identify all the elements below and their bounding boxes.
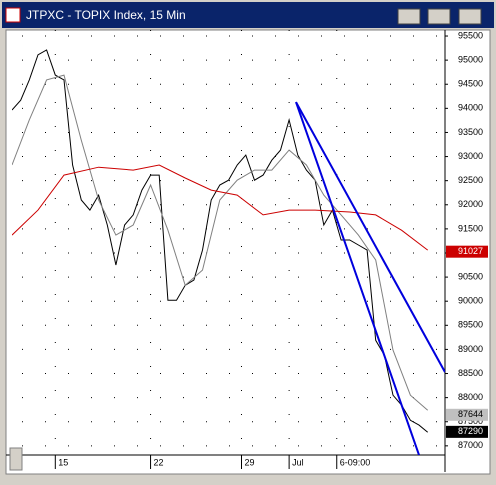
x-tick-label: 22 — [154, 457, 164, 467]
series-line — [295, 101, 420, 455]
x-tick-label: 29 — [244, 457, 254, 467]
y-tick-label: 92500 — [458, 175, 483, 185]
scroll-button[interactable] — [9, 447, 23, 471]
series-line — [12, 49, 429, 433]
minimize-button[interactable] — [397, 8, 421, 25]
y-tick-label: 90500 — [458, 271, 483, 281]
price-marker-label: 91027 — [458, 246, 483, 256]
x-tick-label: 6-09:00 — [340, 457, 371, 467]
y-tick-label: 87500 — [458, 416, 483, 426]
price-marker — [446, 408, 488, 421]
y-tick-label: 89500 — [458, 320, 483, 330]
y-tick-label: 91500 — [458, 223, 483, 233]
series-line — [12, 164, 429, 251]
series-line — [295, 101, 445, 373]
x-tick-label: 15 — [58, 457, 68, 467]
series-line — [12, 74, 429, 411]
maximize-button[interactable] — [427, 8, 451, 25]
price-marker — [446, 245, 488, 258]
y-tick-label: 89000 — [458, 344, 483, 354]
app-icon — [5, 7, 21, 23]
y-tick-label: 94500 — [458, 79, 483, 89]
y-tick-label: 94000 — [458, 103, 483, 113]
price-marker-label: 87290 — [458, 426, 483, 436]
chart-area — [5, 29, 491, 475]
y-tick-label: 95500 — [458, 30, 483, 40]
close-button[interactable] — [458, 8, 482, 25]
price-marker-label: 87644 — [458, 409, 483, 419]
y-tick-label: 88500 — [458, 368, 483, 378]
window-title: JTPXC - TOPIX Index, 15 Min — [26, 8, 186, 22]
y-tick-label: 92000 — [458, 199, 483, 209]
y-tick-label: 90000 — [458, 296, 483, 306]
y-tick-label: 93000 — [458, 151, 483, 161]
price-marker — [446, 425, 488, 438]
y-tick-label: 93500 — [458, 127, 483, 137]
y-tick-label: 87000 — [458, 440, 483, 450]
y-tick-label: 95000 — [458, 55, 483, 65]
x-tick-label: Jul — [292, 457, 304, 467]
y-tick-label: 88000 — [458, 392, 483, 402]
